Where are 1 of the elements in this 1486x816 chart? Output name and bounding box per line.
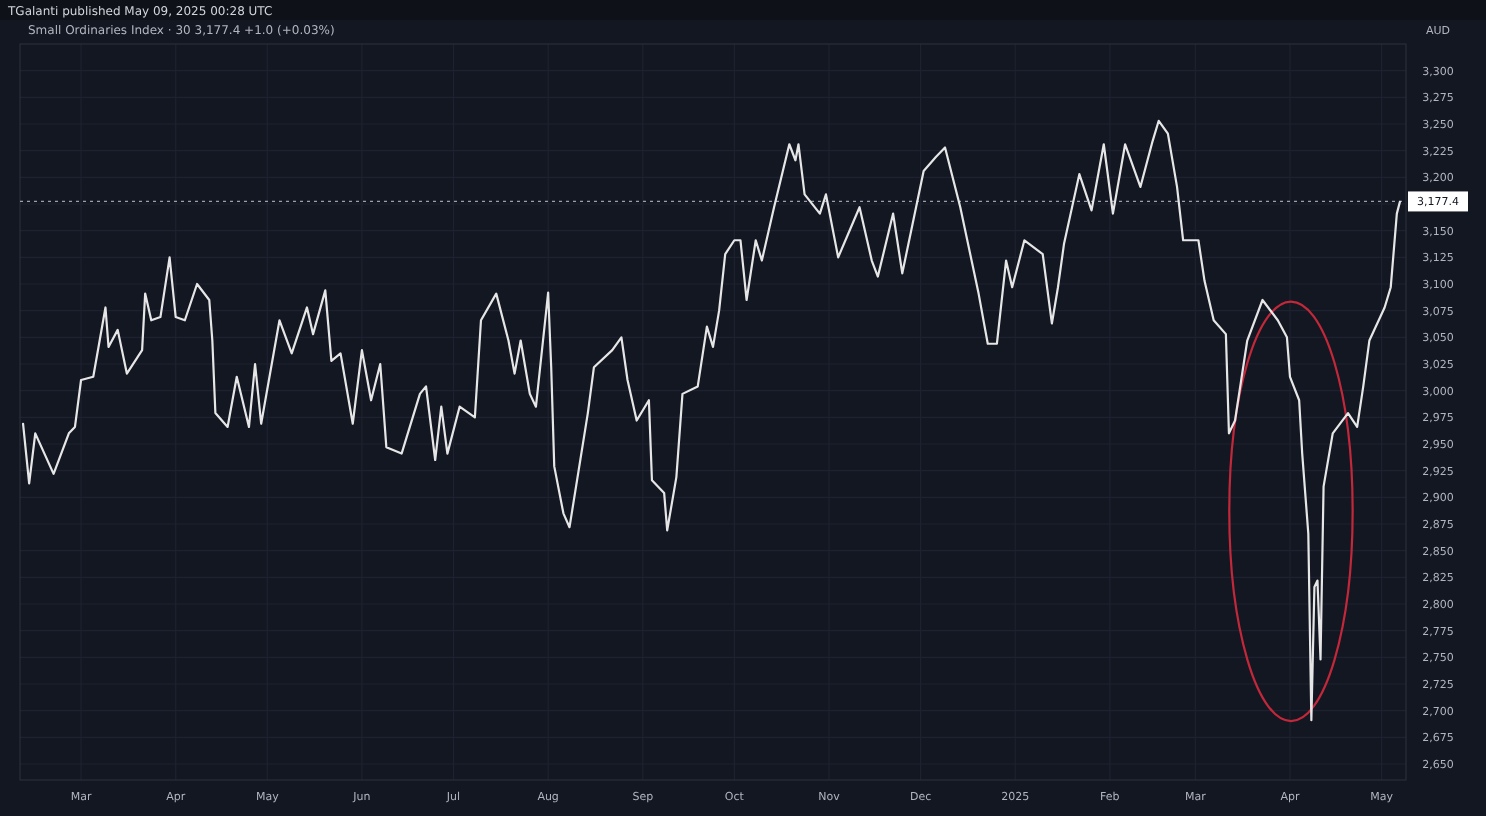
line-series (21, 119, 1401, 722)
